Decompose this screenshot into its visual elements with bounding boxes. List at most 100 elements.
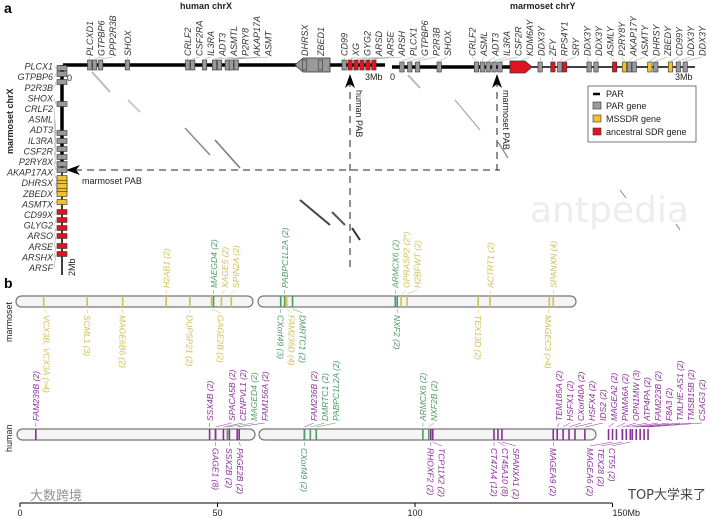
human-gene-leader bbox=[236, 56, 269, 60]
marmoset-y-gene-leader bbox=[488, 56, 496, 62]
marmoset-x-gene-leader bbox=[53, 172, 57, 179]
human-gene-leader bbox=[215, 422, 232, 428]
marmoset-x-gene-mark bbox=[56, 251, 68, 257]
marmoset-x-gene-mark bbox=[56, 199, 68, 205]
marmoset-gene-label: FAM236D (4) bbox=[287, 315, 297, 366]
human-gene-leader bbox=[556, 422, 560, 428]
human-gene-leader bbox=[231, 56, 257, 60]
marmoset-gene-label: PABPC1L2A (2) bbox=[280, 227, 290, 288]
marmoset-y-gene-mark bbox=[557, 61, 563, 73]
human-gene-label: GAGE1 (8) bbox=[210, 448, 220, 490]
human-gene-label: CT45A10 (8) bbox=[500, 448, 510, 497]
marmoset-y-gene-leader bbox=[564, 56, 576, 62]
human-gene-label: CSAG3 (2) bbox=[697, 379, 707, 421]
human-gene-label: PLCXD1 bbox=[85, 21, 95, 56]
human-gene-leader bbox=[611, 441, 631, 447]
marmoset-y-gene-leader bbox=[670, 56, 680, 62]
marmoset-y-gene-leader bbox=[685, 56, 703, 62]
marmoset-x-gene-leader bbox=[53, 73, 57, 78]
marmoset-y-gene-leader bbox=[471, 56, 477, 62]
marmoset-y-gene-label: DDX3Y bbox=[698, 25, 708, 56]
human-gene-label: IDS2 (2) bbox=[598, 389, 608, 421]
human-chromosome-arm-p bbox=[16, 428, 256, 441]
human-gene-label: OPN1MW (3) bbox=[631, 370, 641, 421]
human-gene-label: TCP11X2 (2) bbox=[437, 448, 447, 497]
human-gene-leader bbox=[304, 422, 314, 428]
marmoset-y-gene-mark bbox=[621, 61, 627, 73]
human-gene-leader bbox=[632, 422, 659, 428]
marmoset-x-gene-label: IL3RA bbox=[28, 136, 53, 146]
human-gene-label: TMLHE-AS1 (2) bbox=[675, 360, 685, 421]
human-gene-mark bbox=[98, 59, 104, 71]
human-gene-label: MAGEA6 (2) bbox=[585, 448, 595, 496]
marmoset-y-gene-label: KDM6AY bbox=[525, 19, 535, 56]
human-gene-mark bbox=[124, 59, 130, 71]
marmoset-y-gene-mark bbox=[675, 61, 681, 73]
human-gene-label: PPP2R3B bbox=[108, 15, 118, 56]
marmoset-gene-label: XAGE5 (2) bbox=[220, 247, 230, 289]
human-gene-label: TEX28 (2) bbox=[596, 448, 606, 487]
marmoset-x-gene-label: AKAP17AX bbox=[6, 168, 54, 178]
human-gene-label: CT47A4 (12) bbox=[489, 448, 499, 497]
human-gene-leader bbox=[428, 422, 435, 428]
marmoset-chromosome-arm-q bbox=[257, 295, 577, 308]
marmoset-y-gene-leader bbox=[539, 56, 542, 62]
my-end: 3Mb bbox=[675, 72, 693, 82]
marmoset-y-gene-leader bbox=[499, 56, 519, 62]
legend-sdr-gene: ancestral SDR gene bbox=[606, 127, 687, 137]
marmoset-y-gene-label: SRY bbox=[571, 37, 581, 56]
kdm6ay-gene-arrow bbox=[509, 60, 533, 74]
marmoset-x-gene-label: ZBEDX bbox=[22, 189, 54, 199]
human-gene-mark bbox=[365, 59, 371, 71]
marmoset-y-gene-label: IL3RA bbox=[502, 31, 512, 56]
marmoset-y-gene-label: ASMTY bbox=[640, 24, 650, 57]
marmoset-x-gene-leader bbox=[53, 245, 57, 258]
marmoset-y-gene-leader bbox=[634, 56, 645, 62]
marmoset-x-gene-mark bbox=[56, 71, 68, 77]
legend-box bbox=[587, 85, 697, 143]
marmoset-x-gene-label: ARSF bbox=[28, 263, 54, 273]
human-gene-mark bbox=[185, 59, 191, 71]
human-gene-label: MAGEA9 (2) bbox=[548, 448, 558, 496]
human-gene-label: GYG2 bbox=[363, 31, 373, 56]
dotplot-alignments bbox=[91, 71, 681, 241]
human-gene-label: MAGED4 (2) bbox=[249, 372, 259, 421]
marmoset-x-gene-label: ASMTX bbox=[21, 199, 54, 209]
human-gene-leader bbox=[204, 56, 211, 60]
human-gene-leader bbox=[350, 56, 356, 60]
marmoset-x-gene-label: SHOX bbox=[27, 93, 54, 103]
legend-mssdr-gene: MSSDR gene bbox=[606, 114, 661, 124]
human-gene-leader bbox=[589, 441, 613, 447]
marmoset-y-gene-leader bbox=[439, 56, 448, 62]
human-gene-leader bbox=[640, 422, 681, 428]
marmoset-x-gene-mark bbox=[56, 217, 68, 223]
human-gene-label: CENPVL1 (2) bbox=[238, 369, 248, 421]
human-gene-label: P2RY8 bbox=[241, 28, 251, 56]
marmoset-x-gene-leader bbox=[53, 108, 57, 134]
marmoset-x-gene-leader bbox=[53, 219, 57, 226]
marmoset-x-gene-mark bbox=[56, 191, 68, 197]
human-gene-label: SHOX bbox=[123, 29, 133, 56]
human-gene-label: IL3RA bbox=[206, 31, 216, 56]
marmoset-gene-label: DUPSP21 (2) bbox=[185, 315, 195, 367]
human-row-label: human bbox=[4, 424, 14, 452]
marmoset-y-gene-leader bbox=[494, 56, 507, 62]
human-gene-label: CSF2RA bbox=[195, 20, 205, 56]
human-gene-mark bbox=[353, 59, 359, 71]
human-gene-label: RHOXF2 (2) bbox=[426, 448, 436, 495]
human-gene-leader bbox=[497, 441, 506, 447]
marmoset-y-gene-mark bbox=[562, 61, 568, 73]
marmoset-x-gene-leader bbox=[53, 151, 57, 165]
marmoset-x-gene-leader bbox=[53, 81, 57, 88]
human-gene-mark bbox=[371, 59, 377, 71]
human-gene-label: NXF2B (2) bbox=[429, 381, 439, 421]
human-gene-leader bbox=[501, 441, 517, 447]
panel-b-genes: H2AB1 (2) MAEGD4 (2) XAGE5 (2) SPIN2A (2) PA… bbox=[31, 227, 707, 499]
marmoset-y-gene-mark bbox=[537, 61, 543, 73]
watermark-right: TOP大学来了 bbox=[627, 487, 706, 503]
human-gene-label: HSFX1 (2) bbox=[565, 381, 575, 421]
human-gene-label: ASMT bbox=[264, 29, 274, 57]
marmoset-y-gene-mark bbox=[550, 61, 556, 73]
human-gene-mark bbox=[87, 59, 93, 71]
mssdr-gene-swatch bbox=[592, 114, 602, 123]
